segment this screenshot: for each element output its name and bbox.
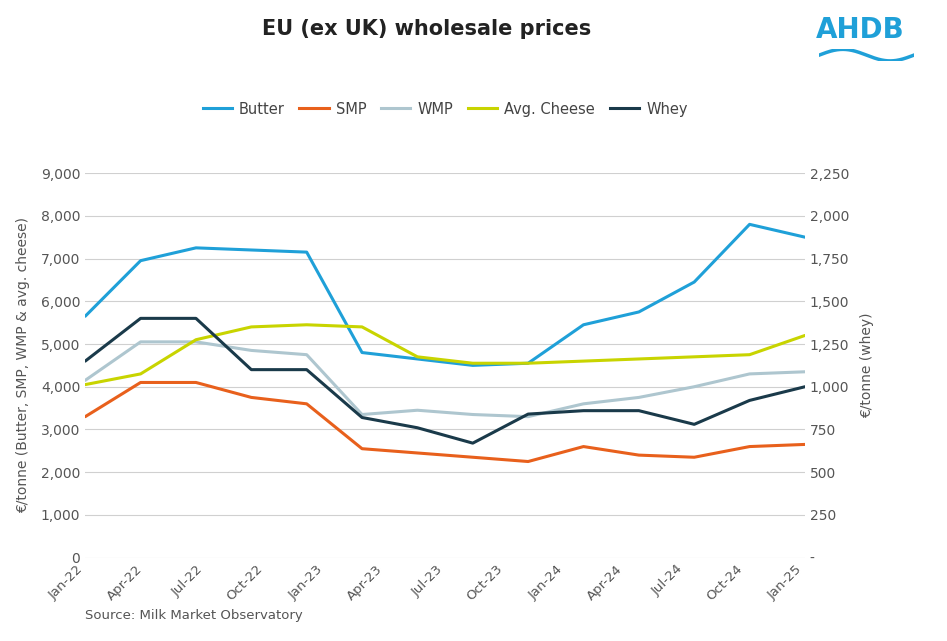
- Text: EU (ex UK) wholesale prices: EU (ex UK) wholesale prices: [261, 19, 591, 39]
- Text: Source: Milk Market Observatory: Source: Milk Market Observatory: [85, 609, 303, 622]
- Legend: Butter, SMP, WMP, Avg. Cheese, Whey: Butter, SMP, WMP, Avg. Cheese, Whey: [197, 96, 693, 122]
- Y-axis label: €/tonne (Butter, SMP, WMP & avg. cheese): €/tonne (Butter, SMP, WMP & avg. cheese): [16, 217, 29, 513]
- Text: AHDB: AHDB: [815, 16, 904, 44]
- Y-axis label: €/tonne (whey): €/tonne (whey): [861, 313, 874, 418]
